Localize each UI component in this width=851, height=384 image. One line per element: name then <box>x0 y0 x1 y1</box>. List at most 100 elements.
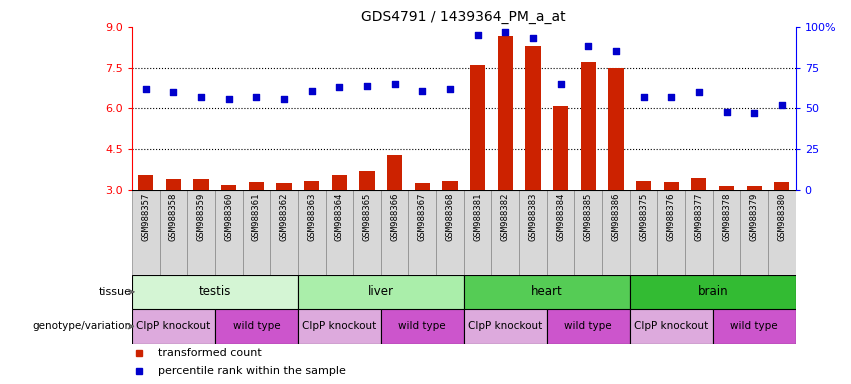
FancyBboxPatch shape <box>630 275 796 309</box>
Bar <box>719 186 734 190</box>
Point <box>194 94 208 100</box>
Point <box>609 48 623 55</box>
Text: GSM988377: GSM988377 <box>694 193 704 241</box>
Text: GSM988384: GSM988384 <box>556 193 565 241</box>
FancyBboxPatch shape <box>685 190 713 275</box>
Bar <box>277 183 292 190</box>
Text: GSM988386: GSM988386 <box>611 193 620 241</box>
Text: brain: brain <box>698 285 728 298</box>
Text: GSM988361: GSM988361 <box>252 193 261 241</box>
Text: testis: testis <box>198 285 231 298</box>
FancyBboxPatch shape <box>519 190 547 275</box>
Text: GSM988378: GSM988378 <box>722 193 731 241</box>
Bar <box>470 65 485 190</box>
Text: GSM988358: GSM988358 <box>168 193 178 241</box>
Bar <box>138 175 153 190</box>
Bar <box>774 182 790 190</box>
FancyBboxPatch shape <box>464 275 630 309</box>
Text: GSM988360: GSM988360 <box>224 193 233 241</box>
FancyBboxPatch shape <box>603 190 630 275</box>
Text: GSM988357: GSM988357 <box>141 193 151 241</box>
FancyBboxPatch shape <box>214 309 298 344</box>
FancyBboxPatch shape <box>464 309 547 344</box>
Bar <box>608 68 624 190</box>
Text: tissue: tissue <box>99 287 132 297</box>
Text: ClpP knockout: ClpP knockout <box>634 321 708 331</box>
FancyBboxPatch shape <box>271 190 298 275</box>
Bar <box>691 178 706 190</box>
Text: GSM988364: GSM988364 <box>334 193 344 241</box>
Bar <box>166 179 181 190</box>
Text: GSM988383: GSM988383 <box>528 193 538 241</box>
Point <box>471 32 484 38</box>
Text: wild type: wild type <box>730 321 778 331</box>
Point <box>415 88 429 94</box>
Bar <box>248 182 264 190</box>
Point <box>222 96 236 102</box>
Bar <box>387 155 403 190</box>
FancyBboxPatch shape <box>713 190 740 275</box>
FancyBboxPatch shape <box>132 190 160 275</box>
Point <box>499 29 512 35</box>
FancyBboxPatch shape <box>160 190 187 275</box>
FancyBboxPatch shape <box>243 190 271 275</box>
Bar <box>636 180 651 190</box>
Point <box>665 94 678 100</box>
FancyBboxPatch shape <box>298 309 381 344</box>
FancyBboxPatch shape <box>298 190 326 275</box>
FancyBboxPatch shape <box>132 275 298 309</box>
Bar <box>498 36 513 190</box>
FancyBboxPatch shape <box>740 190 768 275</box>
Bar <box>553 106 568 190</box>
Bar <box>414 183 430 190</box>
Text: GSM988380: GSM988380 <box>777 193 786 241</box>
Text: GSM988362: GSM988362 <box>279 193 288 241</box>
FancyBboxPatch shape <box>132 309 214 344</box>
Bar <box>332 175 347 190</box>
Text: GSM988367: GSM988367 <box>418 193 427 241</box>
Text: genotype/variation: genotype/variation <box>33 321 132 331</box>
Bar <box>525 46 540 190</box>
FancyBboxPatch shape <box>492 190 519 275</box>
Point <box>637 94 650 100</box>
Bar <box>193 179 208 190</box>
Point <box>249 94 263 100</box>
Point <box>526 35 540 41</box>
Point <box>775 102 789 108</box>
FancyBboxPatch shape <box>547 309 630 344</box>
FancyBboxPatch shape <box>214 190 243 275</box>
Point <box>360 83 374 89</box>
Bar <box>304 180 319 190</box>
FancyBboxPatch shape <box>713 309 796 344</box>
FancyBboxPatch shape <box>408 190 437 275</box>
FancyBboxPatch shape <box>768 190 796 275</box>
FancyBboxPatch shape <box>353 190 381 275</box>
Text: ClpP knockout: ClpP knockout <box>468 321 542 331</box>
Text: GSM988363: GSM988363 <box>307 193 317 241</box>
Text: GSM988375: GSM988375 <box>639 193 648 241</box>
Point <box>305 88 318 94</box>
Text: percentile rank within the sample: percentile rank within the sample <box>158 366 346 376</box>
FancyBboxPatch shape <box>464 190 492 275</box>
FancyBboxPatch shape <box>657 190 685 275</box>
Title: GDS4791 / 1439364_PM_a_at: GDS4791 / 1439364_PM_a_at <box>362 10 566 25</box>
Point <box>277 96 291 102</box>
Text: GSM988365: GSM988365 <box>363 193 372 241</box>
Bar <box>359 171 374 190</box>
Text: GSM988385: GSM988385 <box>584 193 593 241</box>
Text: GSM988359: GSM988359 <box>197 193 206 241</box>
FancyBboxPatch shape <box>326 190 353 275</box>
Point <box>333 84 346 90</box>
FancyBboxPatch shape <box>630 190 657 275</box>
Point <box>388 81 402 87</box>
Text: wild type: wild type <box>232 321 280 331</box>
Text: wild type: wild type <box>398 321 446 331</box>
FancyBboxPatch shape <box>381 309 464 344</box>
Point <box>581 43 595 50</box>
Bar <box>580 62 596 190</box>
Text: transformed count: transformed count <box>158 348 262 358</box>
Point <box>443 86 457 92</box>
Point <box>139 86 152 92</box>
Bar <box>443 180 458 190</box>
Text: GSM988381: GSM988381 <box>473 193 483 241</box>
